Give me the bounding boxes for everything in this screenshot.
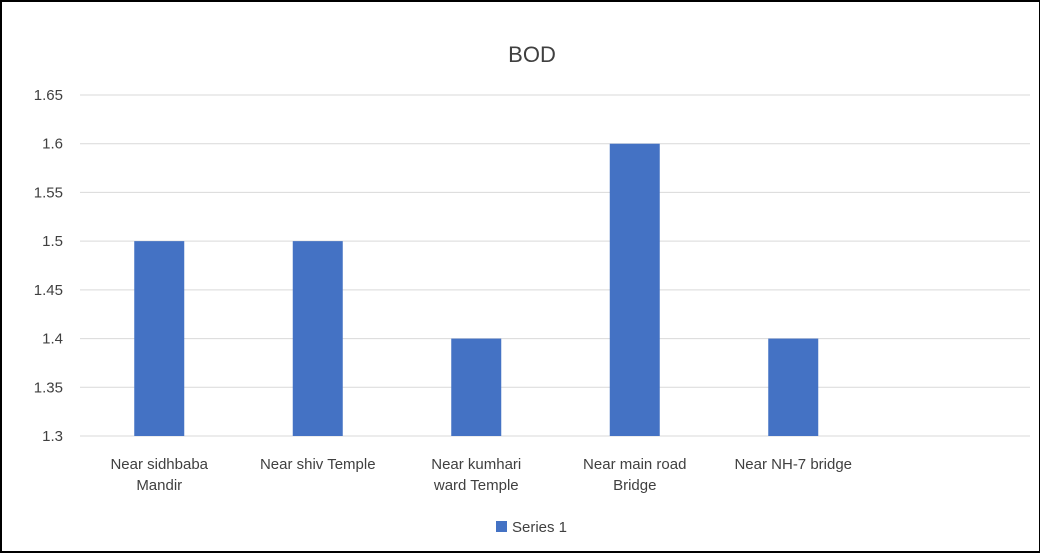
x-category-label: ward Temple <box>433 477 519 494</box>
bar <box>451 338 502 436</box>
legend: Series 1 <box>496 519 567 536</box>
bar <box>134 241 185 436</box>
x-axis-categories: Near sidhbaba Mandir Near shiv Temple Near … <box>110 456 852 494</box>
legend-swatch-series-1 <box>496 521 507 532</box>
chart-title: BOD <box>508 42 556 67</box>
y-tick-label: 1.6 <box>42 136 63 153</box>
x-category-label: Mandir <box>136 477 182 494</box>
bar <box>768 338 819 436</box>
x-category-label: Near shiv Temple <box>260 456 376 473</box>
bar <box>292 241 343 436</box>
x-category-label: Bridge <box>613 477 656 494</box>
y-axis-ticks: 1.3 1.35 1.4 1.45 1.5 1.55 1.6 1.65 <box>34 87 63 445</box>
legend-label-series-1: Series 1 <box>512 519 567 536</box>
bar <box>609 143 660 436</box>
bars <box>134 143 819 436</box>
gridlines <box>80 94 1030 437</box>
y-tick-label: 1.5 <box>42 233 63 250</box>
y-tick-label: 1.4 <box>42 331 63 348</box>
x-category-label: Near NH-7 bridge <box>734 456 852 473</box>
y-tick-label: 1.3 <box>42 428 63 445</box>
x-category-label: Near sidhbaba <box>110 456 208 473</box>
y-tick-label: 1.45 <box>34 282 63 299</box>
x-category-label: Near main road <box>583 456 686 473</box>
y-tick-label: 1.35 <box>34 379 63 396</box>
y-tick-label: 1.55 <box>34 184 63 201</box>
x-category-label: Near kumhari <box>431 456 521 473</box>
y-tick-label: 1.65 <box>34 87 63 104</box>
